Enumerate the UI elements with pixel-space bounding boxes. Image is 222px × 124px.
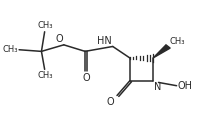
Text: CH₃: CH₃ [2, 45, 18, 54]
Text: CH₃: CH₃ [38, 71, 54, 80]
Text: OH: OH [178, 81, 193, 91]
Text: O: O [82, 73, 90, 83]
Text: O: O [55, 33, 63, 44]
Text: N: N [154, 82, 162, 92]
Text: HN: HN [97, 36, 112, 46]
Polygon shape [153, 45, 170, 58]
Text: CH₃: CH₃ [38, 21, 54, 31]
Text: CH₃: CH₃ [169, 37, 185, 46]
Text: O: O [107, 97, 115, 108]
